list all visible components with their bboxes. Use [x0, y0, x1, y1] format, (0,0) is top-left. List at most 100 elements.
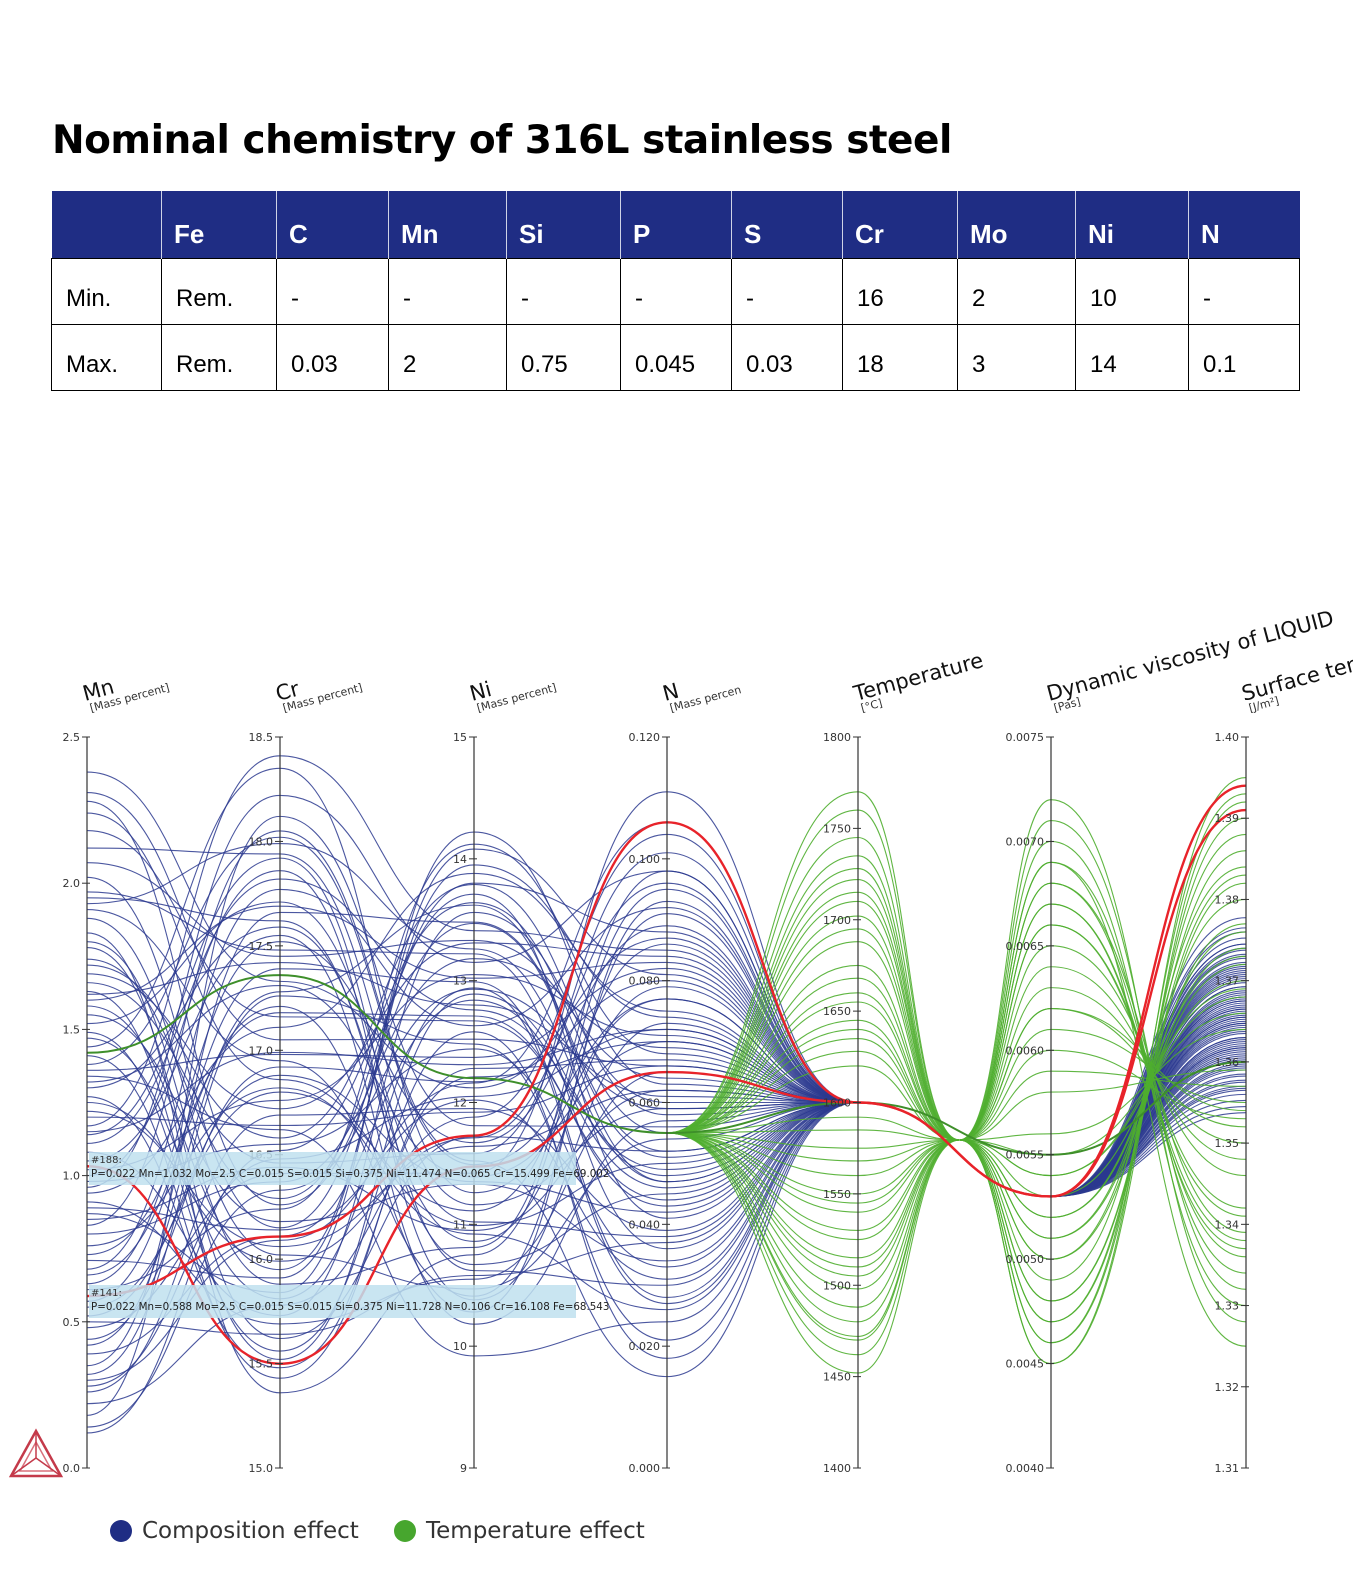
tick-label: 1450 [823, 1371, 851, 1384]
table-header-cell: Cr [842, 191, 958, 258]
legend-label: Composition effect [142, 1518, 359, 1544]
tick-label: 0.040 [629, 1218, 661, 1231]
tooltip-box [89, 1152, 576, 1185]
tick-label: 1.36 [1215, 1056, 1240, 1069]
axis-title: N [660, 679, 681, 706]
table-cell: 0.1 [1188, 323, 1300, 391]
tick-label: 15.5 [249, 1358, 274, 1371]
table-header-cell: S [731, 191, 843, 258]
tick-label: 0.0040 [1006, 1462, 1045, 1475]
tick-label: 1500 [823, 1279, 851, 1292]
tick-label: 0.000 [629, 1462, 661, 1475]
tick-label: 0.0045 [1006, 1358, 1045, 1371]
temperature-series-line [666, 903, 1247, 1268]
tick-label: 1.5 [63, 1023, 81, 1036]
tick-label: 1.40 [1215, 731, 1240, 744]
legend-dot-icon [394, 1520, 416, 1542]
table-cell: 2 [957, 257, 1076, 325]
tick-label: 17.0 [249, 1044, 274, 1057]
tick-label: 0.0065 [1006, 940, 1045, 953]
tick-label: 0.020 [629, 1340, 661, 1353]
table-header-cell [51, 191, 162, 258]
table-cell: - [731, 257, 843, 325]
tick-label: 1.38 [1215, 893, 1240, 906]
tooltip-text: P=0.022 Mn=0.588 Mo=2.5 C=0.015 S=0.015 … [91, 1301, 609, 1313]
axis-title-group: Surface tension[J/m²] [1239, 640, 1353, 715]
tick-label: 0.5 [63, 1316, 81, 1329]
table-row: Max. Rem. 0.03 2 0.75 0.045 0.03 18 3 14… [51, 323, 1300, 391]
table-header-cell: Fe [161, 191, 277, 258]
temperature-series-line [666, 882, 1247, 1337]
tick-label: 0.0060 [1006, 1044, 1045, 1057]
legend-item-composition: Composition effect [110, 1518, 359, 1544]
table-cell: 3 [957, 323, 1076, 391]
axis-unit: [Mass percen [668, 683, 742, 715]
tick-label: 0.100 [629, 853, 661, 866]
tick-label: 12 [453, 1097, 467, 1110]
tick-label: 18.5 [249, 731, 274, 744]
highlighted-sample-line [86, 808, 1247, 1298]
table-cell: 0.03 [731, 323, 843, 391]
axis-title-group: Dynamic viscosity of LIQUID[Pas] [1044, 606, 1336, 715]
thermo-calc-logo-icon [8, 1428, 64, 1478]
tick-label: 14 [453, 853, 467, 866]
tick-label: 1.33 [1215, 1300, 1240, 1313]
tick-label: 1400 [823, 1462, 851, 1475]
tick-label: 0.0075 [1006, 731, 1045, 744]
tick-label: 0.060 [629, 1097, 661, 1110]
tick-label: 2.5 [63, 731, 81, 744]
table-cell: - [1188, 257, 1300, 325]
table-cell: 10 [1075, 257, 1189, 325]
axis-unit: [°C] [859, 697, 883, 715]
page-title: Nominal chemistry of 316L stainless stee… [52, 118, 952, 163]
tick-label: 1.35 [1215, 1137, 1240, 1150]
tick-label: 1700 [823, 914, 851, 927]
tick-label: 10 [453, 1340, 467, 1353]
tick-label: 0.0 [63, 1462, 81, 1475]
table-row: Min. Rem. - - - - - 16 2 10 - [51, 257, 1300, 325]
tick-label: 1650 [823, 1005, 851, 1018]
tick-label: 1.34 [1215, 1218, 1240, 1231]
legend-item-temperature: Temperature effect [394, 1518, 645, 1544]
tick-label: 0.120 [629, 731, 661, 744]
tooltip-box [89, 1285, 576, 1318]
tick-label: 11 [453, 1218, 467, 1231]
axis-title-group: Ni[Mass percent] [467, 677, 558, 715]
table-cell: 18 [842, 323, 958, 391]
tick-label: 17.5 [249, 940, 274, 953]
table-cell: - [620, 257, 732, 325]
tick-label: 0.0070 [1006, 835, 1045, 848]
axis-title-group: Cr[Mass percent] [273, 677, 364, 715]
table-header-cell: Si [506, 191, 621, 258]
table-cell: 14 [1075, 323, 1189, 391]
table-cell: 0.045 [620, 323, 732, 391]
tick-label: 13 [453, 975, 467, 988]
tick-label: 0.080 [629, 975, 661, 988]
temperature-lines [666, 777, 1247, 1374]
composition-table: Fe C Mn Si P S Cr Mo Ni N Min. Rem. - - … [51, 191, 1300, 391]
tick-label: 1750 [823, 822, 851, 835]
tick-label: 15 [453, 731, 467, 744]
legend-dot-icon [110, 1520, 132, 1542]
axis-title-group: Mn[Mass percent] [80, 675, 171, 715]
axis-title-group: N[Mass percen [660, 679, 743, 715]
table-header-row: Fe C Mn Si P S Cr Mo Ni N [51, 191, 1300, 258]
table-cell: 16 [842, 257, 958, 325]
tooltip-id: #188: [91, 1155, 122, 1166]
tick-label: 1.32 [1215, 1381, 1240, 1394]
table-cell: Rem. [161, 323, 277, 391]
tick-label: 0.0050 [1006, 1253, 1045, 1266]
table-cell: - [276, 257, 389, 325]
table-cell: Max. [51, 323, 162, 391]
tick-label: 1800 [823, 731, 851, 744]
legend-label: Temperature effect [426, 1518, 645, 1544]
tick-label: 16.0 [249, 1253, 274, 1266]
table-cell: - [506, 257, 621, 325]
tooltip-id: #141: [91, 1288, 122, 1299]
tick-label: 15.0 [249, 1462, 274, 1475]
tooltip-text: P=0.022 Mn=1.032 Mo=2.5 C=0.015 S=0.015 … [91, 1168, 609, 1180]
table-cell: 0.75 [506, 323, 621, 391]
table-cell: - [388, 257, 507, 325]
tick-label: 2.0 [63, 877, 81, 890]
tick-label: 1.37 [1215, 975, 1240, 988]
